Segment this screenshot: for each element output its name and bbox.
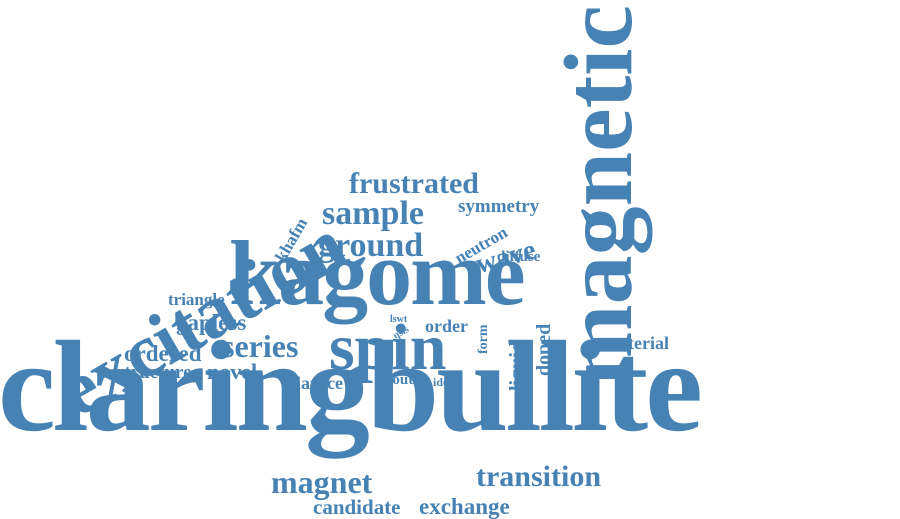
word-novel: novel: [207, 359, 258, 384]
word-magnetic: magnetic: [545, 5, 653, 386]
word-doped: doped: [533, 323, 555, 376]
word-candidate: candidate: [313, 495, 401, 519]
word-spin: spin: [329, 311, 447, 384]
word-ideal: ideal: [433, 375, 458, 389]
word-sample: sample: [322, 195, 424, 232]
word-order: order: [425, 316, 468, 336]
word-diffuse: diffuse: [497, 249, 541, 265]
word-lattice: lattice: [296, 373, 343, 393]
word-frustrated: frustrated: [349, 167, 479, 200]
word-route: route: [386, 372, 420, 388]
word-ground: ground: [318, 227, 424, 264]
word-form: form: [476, 324, 491, 354]
word-claringbullite: claringbullite: [0, 315, 703, 459]
word-magnet: magnet: [271, 464, 373, 500]
word-symmetry: symmetry: [458, 196, 540, 217]
word-series: series: [222, 328, 299, 364]
word-material: material: [604, 333, 669, 353]
word-kagome: kagome: [229, 222, 526, 324]
word-exchange: exchange: [419, 494, 510, 519]
word-triangle: triangle: [168, 290, 225, 309]
word-gapless: gapless: [176, 310, 247, 335]
word-ordered: ordered: [124, 341, 202, 366]
word-transition: transition: [476, 460, 602, 493]
word-lswt: lswt: [390, 314, 408, 325]
word-liquid: liquid: [506, 340, 528, 391]
word-structure: structure: [117, 362, 192, 383]
